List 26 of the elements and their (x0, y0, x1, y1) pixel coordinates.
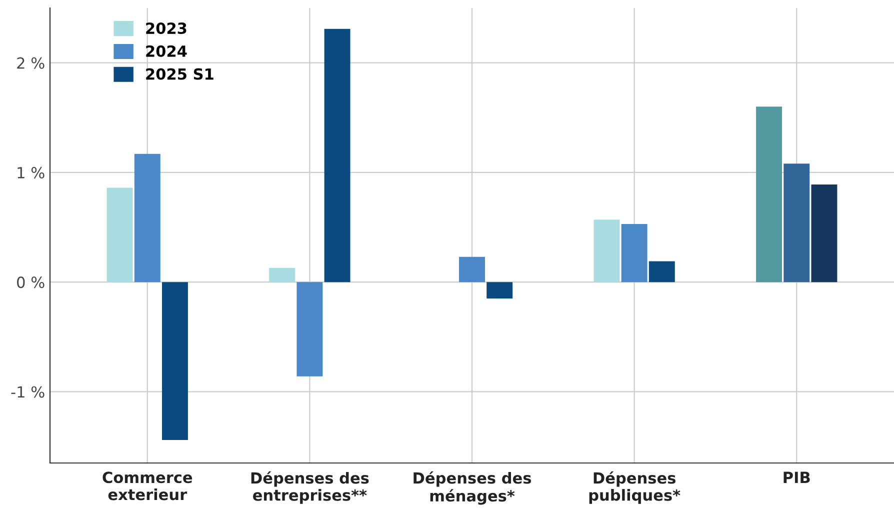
x-tick-label: Dépenses des ménages* (414, 471, 532, 505)
bar (811, 184, 838, 282)
legend-label: 2023 (146, 22, 186, 34)
bar (324, 28, 350, 282)
bar (594, 220, 620, 282)
y-tick-label: 1 % (18, 166, 44, 178)
bar (296, 282, 323, 376)
legend-label: 2024 (146, 45, 187, 57)
y-tick-label: 2 % (17, 57, 44, 69)
bar (134, 154, 160, 282)
bar (459, 256, 485, 282)
bar (756, 106, 782, 282)
bar (648, 261, 675, 282)
bar (486, 282, 513, 299)
bar (162, 282, 188, 440)
x-tick-label: Commerce exterieur (102, 472, 192, 500)
bar (269, 268, 296, 282)
x-tick-label: Dépenses des entreprises** (251, 471, 369, 504)
x-tick-label: Dépenses publiques* (589, 471, 680, 504)
bar (106, 188, 133, 282)
y-tick-label: 0 % (17, 276, 44, 288)
bar (784, 164, 810, 282)
legend-label: 2025 S1 (146, 68, 214, 80)
y-tick-label: -1 % (11, 386, 44, 398)
bar (621, 224, 648, 282)
x-tick-label: PIB (784, 472, 810, 483)
